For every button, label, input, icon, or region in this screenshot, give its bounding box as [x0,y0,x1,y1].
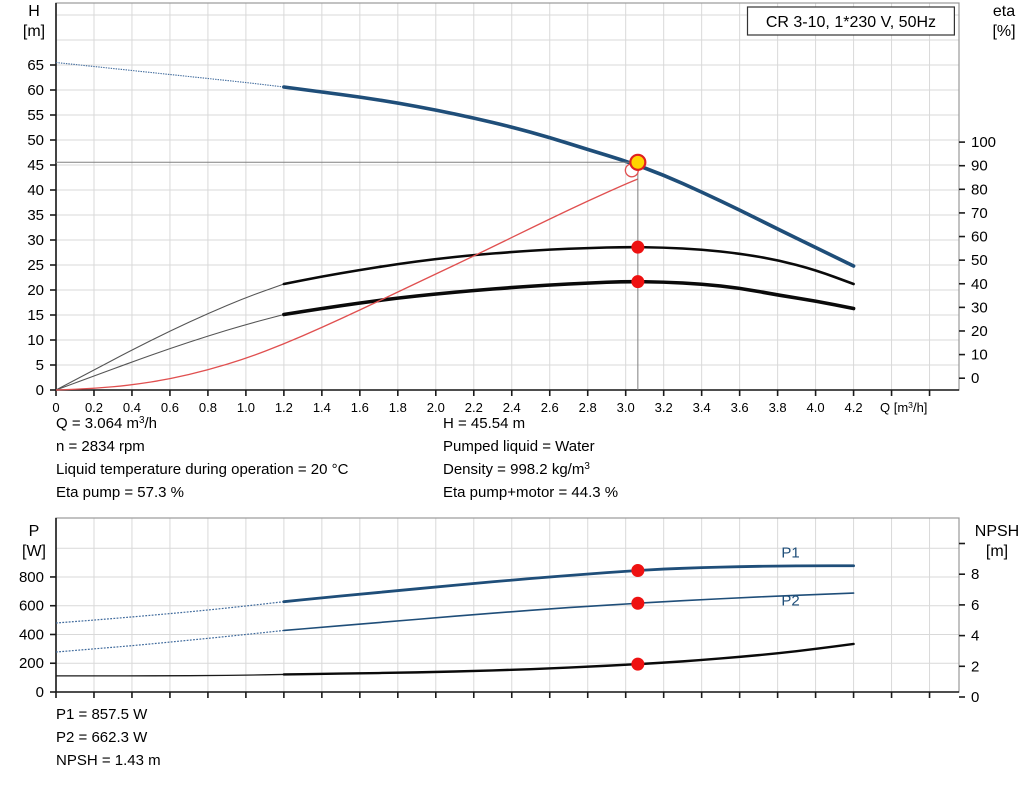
svg-text:25: 25 [27,257,44,274]
svg-text:CR 3-10, 1*230 V, 50Hz: CR 3-10, 1*230 V, 50Hz [766,14,936,31]
svg-text:0: 0 [971,370,979,387]
svg-text:10: 10 [27,332,44,349]
svg-text:1.8: 1.8 [389,400,407,415]
svg-text:Eta pump = 57.3 %: Eta pump = 57.3 % [56,484,184,501]
svg-text:Density = 998.2 kg/m3: Density = 998.2 kg/m3 [443,461,590,478]
svg-text:4.2: 4.2 [845,400,863,415]
svg-text:50: 50 [971,252,988,269]
svg-text:0.4: 0.4 [123,400,141,415]
svg-text:NPSH: NPSH [975,523,1019,540]
svg-text:35: 35 [27,207,44,224]
svg-text:1.4: 1.4 [313,400,331,415]
svg-text:50: 50 [27,132,44,149]
svg-text:5: 5 [36,357,44,374]
svg-text:0.2: 0.2 [85,400,103,415]
svg-text:3.2: 3.2 [655,400,673,415]
svg-text:4: 4 [971,628,979,645]
svg-text:30: 30 [971,299,988,316]
svg-text:2.2: 2.2 [465,400,483,415]
svg-text:P: P [29,523,40,540]
svg-text:NPSH = 1.43 m: NPSH = 1.43 m [56,752,161,769]
svg-text:3.4: 3.4 [693,400,711,415]
svg-text:P1: P1 [781,545,799,562]
svg-text:Liquid temperature during oper: Liquid temperature during operation = 20… [56,461,349,478]
svg-text:1.6: 1.6 [351,400,369,415]
svg-text:0: 0 [36,382,44,399]
svg-text:20: 20 [27,282,44,299]
svg-text:[%]: [%] [992,23,1015,40]
svg-text:0: 0 [36,684,44,701]
svg-text:60: 60 [27,82,44,99]
svg-text:20: 20 [971,323,988,340]
svg-text:3.6: 3.6 [731,400,749,415]
svg-text:65: 65 [27,57,44,74]
svg-text:0.8: 0.8 [199,400,217,415]
svg-text:P1 = 857.5 W: P1 = 857.5 W [56,706,148,723]
svg-text:600: 600 [19,598,44,615]
svg-text:45: 45 [27,157,44,174]
svg-text:60: 60 [971,229,988,246]
svg-text:2.6: 2.6 [541,400,559,415]
svg-text:[m]: [m] [986,543,1008,560]
svg-text:15: 15 [27,307,44,324]
svg-text:0: 0 [971,689,979,706]
svg-text:80: 80 [971,181,988,198]
svg-text:2.0: 2.0 [427,400,445,415]
svg-text:P2 = 662.3 W: P2 = 662.3 W [56,729,148,746]
svg-text:1.2: 1.2 [275,400,293,415]
svg-text:[W]: [W] [22,543,46,560]
svg-text:8: 8 [971,566,979,583]
svg-text:40: 40 [971,276,988,293]
svg-text:6: 6 [971,597,979,614]
svg-text:Pumped liquid = Water: Pumped liquid = Water [443,438,595,455]
svg-text:55: 55 [27,107,44,124]
svg-text:2.8: 2.8 [579,400,597,415]
svg-text:4.0: 4.0 [807,400,825,415]
svg-text:P2: P2 [781,593,799,610]
svg-text:90: 90 [971,158,988,175]
svg-text:800: 800 [19,569,44,586]
svg-text:3.0: 3.0 [617,400,635,415]
svg-text:2: 2 [971,658,979,675]
svg-text:200: 200 [19,655,44,672]
svg-text:3.8: 3.8 [769,400,787,415]
svg-text:400: 400 [19,626,44,643]
svg-text:1.0: 1.0 [237,400,255,415]
svg-text:30: 30 [27,232,44,249]
svg-text:Eta pump+motor = 44.3 %: Eta pump+motor = 44.3 % [443,484,618,501]
svg-text:H = 45.54 m: H = 45.54 m [443,415,525,432]
svg-text:10: 10 [971,347,988,364]
svg-text:n = 2834 rpm: n = 2834 rpm [56,438,145,455]
svg-text:0: 0 [52,400,59,415]
svg-text:[m]: [m] [23,23,45,40]
svg-text:70: 70 [971,205,988,222]
svg-text:H: H [28,3,40,20]
svg-text:100: 100 [971,134,996,151]
svg-text:eta: eta [993,3,1015,20]
svg-text:0.6: 0.6 [161,400,179,415]
svg-text:2.4: 2.4 [503,400,521,415]
svg-text:40: 40 [27,182,44,199]
svg-text:Q [m3/h]: Q [m3/h] [880,400,927,415]
